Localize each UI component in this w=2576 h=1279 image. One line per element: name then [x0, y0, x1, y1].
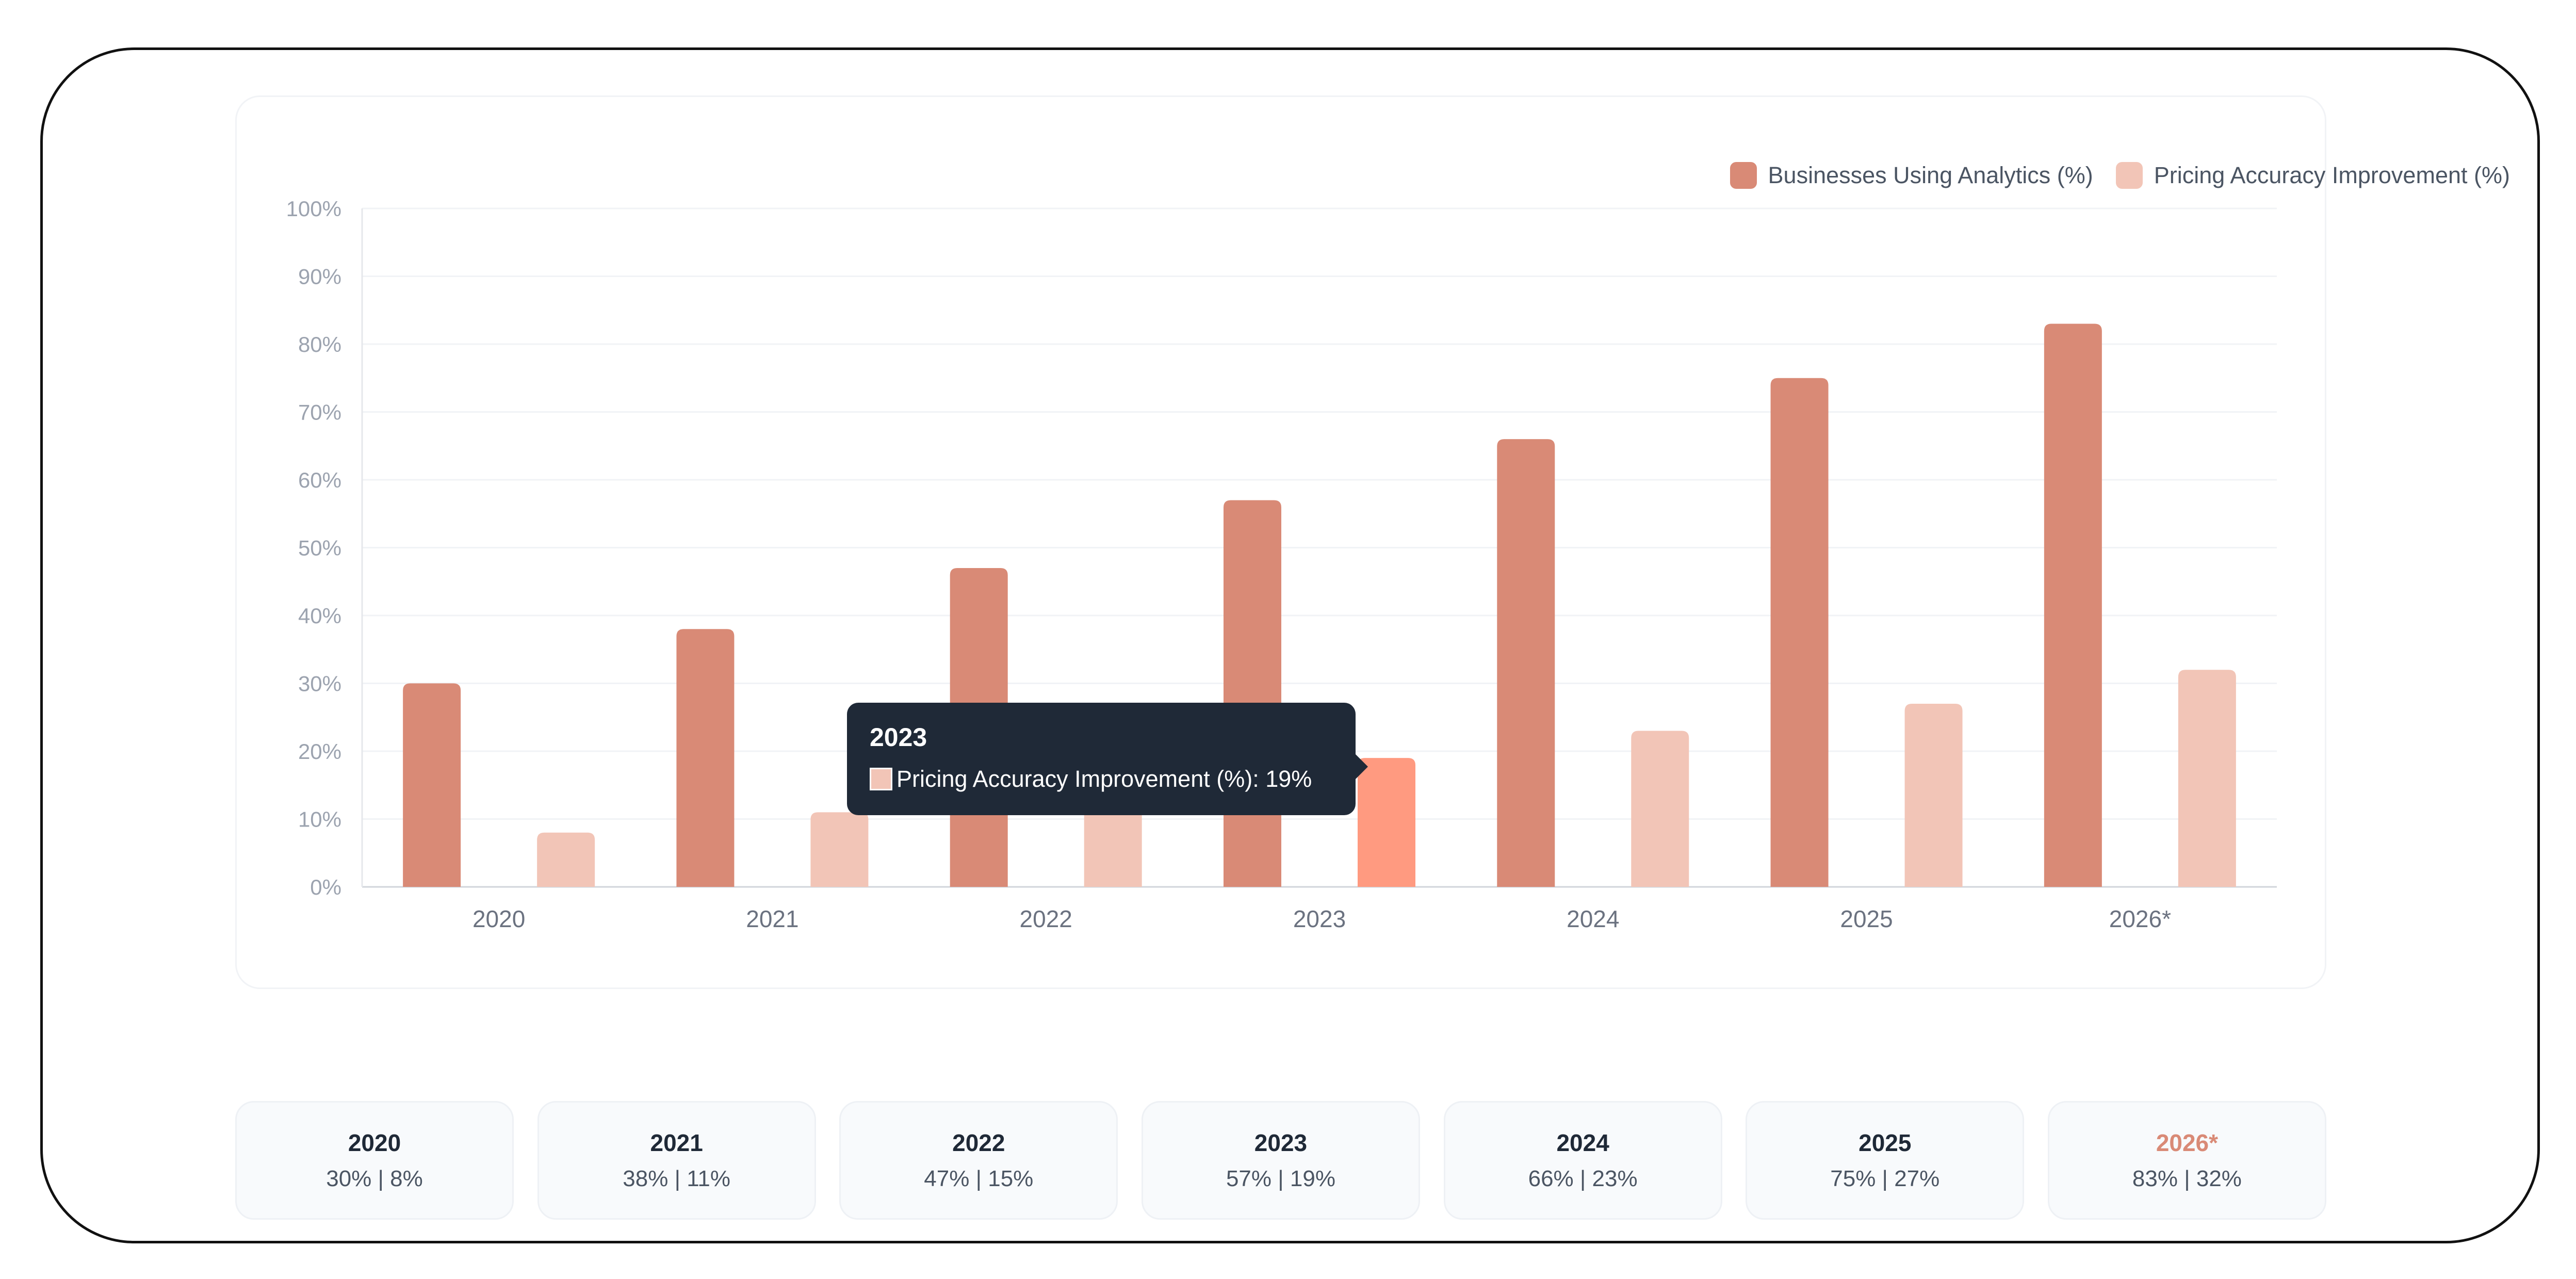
bar-analytics: [403, 683, 461, 887]
y-tick-label: 80%: [298, 332, 341, 357]
summary-year: 2025: [1858, 1129, 1912, 1156]
bar-analytics: [1770, 378, 1829, 887]
legend-item-pricing[interactable]: Pricing Accuracy Improvement (%): [2115, 162, 2510, 189]
y-tick-label: 60%: [298, 468, 341, 492]
x-tick-label: 2025: [1840, 905, 1893, 932]
summary-card-2025[interactable]: 2025 75% | 27%: [1746, 1101, 2025, 1220]
bar-pricing: [2178, 670, 2236, 887]
x-tick-label: 2023: [1293, 905, 1346, 932]
summary-card-2022[interactable]: 2022 47% | 15%: [839, 1101, 1118, 1220]
bar-pricing: [1631, 731, 1689, 887]
x-tick-label: 2024: [1567, 905, 1619, 932]
summary-card-2024[interactable]: 2024 66% | 23%: [1443, 1101, 1722, 1220]
chart-tooltip: 2023 Pricing Accuracy Improvement (%): 1…: [847, 703, 1368, 815]
summary-year: 2024: [1556, 1129, 1609, 1156]
summary-year: 2022: [952, 1129, 1005, 1156]
summary-card-2026-projected[interactable]: 2026* 83% | 32%: [2047, 1101, 2326, 1220]
y-tick-label: 40%: [298, 604, 341, 628]
legend-label-analytics: Businesses Using Analytics (%): [1768, 162, 2093, 188]
x-tick-label: 2021: [746, 905, 798, 932]
summary-values: 83% | 32%: [2132, 1166, 2242, 1191]
summary-values: 57% | 19%: [1226, 1166, 1335, 1191]
bar-pricing: [1904, 703, 1963, 887]
legend-label-pricing: Pricing Accuracy Improvement (%): [2154, 162, 2510, 188]
y-tick-label: 20%: [298, 739, 341, 764]
bar-pricing: [537, 832, 595, 887]
bar-pricing: [1358, 758, 1415, 887]
summary-values: 38% | 11%: [623, 1166, 731, 1191]
chart-legend: Businesses Using Analytics (%) Pricing A…: [1730, 162, 2510, 189]
summary-card-2021[interactable]: 2021 38% | 11%: [537, 1101, 816, 1220]
bar-analytics: [2044, 323, 2102, 887]
summary-values: 30% | 8%: [326, 1166, 423, 1191]
x-tick-label: 2020: [472, 905, 525, 932]
summary-year: 2026*: [2156, 1129, 2219, 1156]
y-tick-label: 30%: [298, 672, 341, 696]
bar-analytics: [1224, 500, 1281, 887]
summary-values: 75% | 27%: [1830, 1166, 1940, 1191]
x-tick-label: 2022: [1020, 905, 1072, 932]
tooltip-title: 2023: [870, 723, 927, 752]
summary-card-2020[interactable]: 2020 30% | 8%: [235, 1101, 514, 1220]
legend-swatch-pricing: [2115, 162, 2143, 189]
bar-analytics: [676, 629, 735, 887]
summary-values: 47% | 15%: [924, 1166, 1034, 1191]
summary-card-2023[interactable]: 2023 57% | 19%: [1141, 1101, 1420, 1220]
summary-year: 2020: [348, 1129, 401, 1156]
y-tick-label: 50%: [298, 536, 341, 560]
legend-swatch-analytics: [1730, 162, 1757, 189]
legend-item-analytics[interactable]: Businesses Using Analytics (%): [1730, 162, 2093, 189]
y-tick-label: 0%: [310, 875, 341, 899]
tooltip-label: Pricing Accuracy Improvement (%): 19%: [896, 766, 1312, 792]
y-tick-label: 70%: [298, 400, 341, 425]
summary-row: 2020 30% | 8% 2021 38% | 11% 2022 47% | …: [235, 1101, 2326, 1220]
bar-analytics: [1497, 439, 1555, 887]
y-tick-label: 100%: [286, 197, 341, 221]
tooltip-row: Pricing Accuracy Improvement (%): 19%: [870, 766, 1333, 792]
tooltip-swatch: [870, 768, 892, 790]
y-tick-label: 90%: [298, 265, 341, 289]
y-tick-label: 10%: [298, 807, 341, 832]
bar-pricing: [810, 812, 869, 887]
summary-year: 2021: [650, 1129, 703, 1156]
summary-year: 2023: [1254, 1129, 1308, 1156]
summary-values: 66% | 23%: [1528, 1166, 1638, 1191]
x-tick-label: 2026*: [2109, 905, 2171, 932]
